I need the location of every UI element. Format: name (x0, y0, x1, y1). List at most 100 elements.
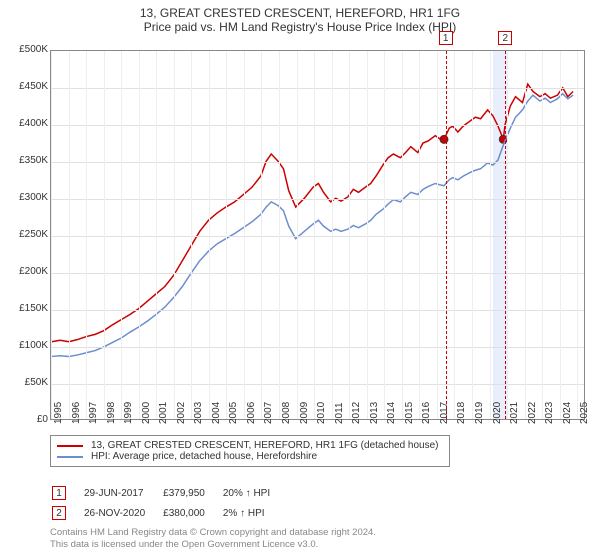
gridline-v (86, 51, 87, 419)
gridline-h (51, 199, 584, 200)
gridline-v (542, 51, 543, 419)
marker-badge: 1 (52, 486, 66, 500)
legend-label-2: HPI: Average price, detached house, Here… (91, 451, 317, 462)
y-tick-label: £450K (0, 81, 48, 92)
gridline-h (51, 384, 584, 385)
x-tick-label: 2013 (369, 402, 380, 424)
gridline-v (244, 51, 245, 419)
attribution: Contains HM Land Registry data © Crown c… (50, 527, 376, 551)
x-tick-label: 2005 (228, 402, 239, 424)
marker-price: £380,000 (163, 504, 221, 522)
gridline-v (560, 51, 561, 419)
gridline-v (139, 51, 140, 419)
legend-row-2: HPI: Average price, detached house, Here… (57, 451, 443, 462)
series-hpi (51, 94, 573, 357)
x-tick-label: 2008 (281, 402, 292, 424)
gridline-v (349, 51, 350, 419)
x-tick-label: 2025 (579, 402, 590, 424)
gridline-v (314, 51, 315, 419)
gridline-v (507, 51, 508, 419)
legend-row-1: 13, GREAT CRESTED CRESCENT, HEREFORD, HR… (57, 440, 443, 451)
x-tick-label: 2011 (334, 402, 345, 424)
x-tick-label: 2021 (509, 402, 520, 424)
gridline-v (490, 51, 491, 419)
gridline-v (525, 51, 526, 419)
chart-title: 13, GREAT CRESTED CRESCENT, HEREFORD, HR… (0, 6, 600, 20)
y-tick-label: £300K (0, 192, 48, 203)
markers-table: 1 29-JUN-2017 £379,950 20% ↑ HPI 2 26-NO… (50, 482, 288, 524)
y-tick-label: £350K (0, 155, 48, 166)
y-tick-label: £400K (0, 118, 48, 129)
marker-box: 2 (498, 31, 512, 45)
gridline-v (577, 51, 578, 419)
gridline-v (174, 51, 175, 419)
x-tick-label: 2012 (351, 402, 362, 424)
gridline-h (51, 273, 584, 274)
gridline-v (279, 51, 280, 419)
y-tick-label: £500K (0, 44, 48, 55)
gridline-v (437, 51, 438, 419)
gridline-h (51, 125, 584, 126)
gridline-v (419, 51, 420, 419)
x-tick-label: 2020 (492, 402, 503, 424)
series-point (440, 135, 448, 143)
marker-delta: 2% ↑ HPI (223, 504, 286, 522)
y-tick-label: £250K (0, 229, 48, 240)
x-tick-label: 2003 (193, 402, 204, 424)
gridline-v (472, 51, 473, 419)
x-tick-label: 2019 (474, 402, 485, 424)
marker-delta: 20% ↑ HPI (223, 484, 286, 502)
gridline-v (209, 51, 210, 419)
x-tick-label: 2022 (527, 402, 538, 424)
marker-box: 1 (439, 31, 453, 45)
legend-swatch-1 (57, 445, 83, 447)
x-tick-label: 2004 (211, 402, 222, 424)
plot-area: 12 (50, 50, 585, 420)
y-tick-label: £50K (0, 377, 48, 388)
legend-swatch-2 (57, 456, 83, 458)
footer-line-1: Contains HM Land Registry data © Crown c… (50, 527, 376, 539)
gridline-v (51, 51, 52, 419)
plot-svg (51, 51, 584, 419)
x-tick-label: 2015 (404, 402, 415, 424)
footer-line-2: This data is licensed under the Open Gov… (50, 539, 376, 551)
x-tick-label: 2024 (562, 402, 573, 424)
gridline-v (402, 51, 403, 419)
x-tick-label: 1995 (53, 402, 64, 424)
marker-date: 29-JUN-2017 (84, 484, 161, 502)
y-tick-label: £100K (0, 340, 48, 351)
y-tick-label: £0 (0, 414, 48, 425)
gridline-v (261, 51, 262, 419)
y-tick-label: £150K (0, 303, 48, 314)
marker-line (446, 51, 447, 419)
legend-label-1: 13, GREAT CRESTED CRESCENT, HEREFORD, HR… (91, 440, 439, 451)
gridline-v (156, 51, 157, 419)
x-tick-label: 2009 (299, 402, 310, 424)
x-tick-label: 2007 (263, 402, 274, 424)
x-tick-label: 2002 (176, 402, 187, 424)
x-tick-label: 1997 (88, 402, 99, 424)
gridline-v (69, 51, 70, 419)
gridline-h (51, 236, 584, 237)
gridline-v (367, 51, 368, 419)
gridline-v (121, 51, 122, 419)
gridline-v (191, 51, 192, 419)
x-tick-label: 2001 (158, 402, 169, 424)
marker-price: £379,950 (163, 484, 221, 502)
x-tick-label: 2006 (246, 402, 257, 424)
x-tick-label: 2000 (141, 402, 152, 424)
table-row: 1 29-JUN-2017 £379,950 20% ↑ HPI (52, 484, 286, 502)
gridline-v (454, 51, 455, 419)
gridline-h (51, 347, 584, 348)
gridline-v (104, 51, 105, 419)
marker-badge: 2 (52, 506, 66, 520)
gridline-v (226, 51, 227, 419)
gridline-h (51, 310, 584, 311)
x-tick-label: 2010 (316, 402, 327, 424)
x-tick-label: 1999 (123, 402, 134, 424)
gridline-v (384, 51, 385, 419)
y-tick-label: £200K (0, 266, 48, 277)
x-tick-label: 1996 (71, 402, 82, 424)
x-tick-label: 2017 (439, 402, 450, 424)
series-price_paid (51, 84, 573, 342)
